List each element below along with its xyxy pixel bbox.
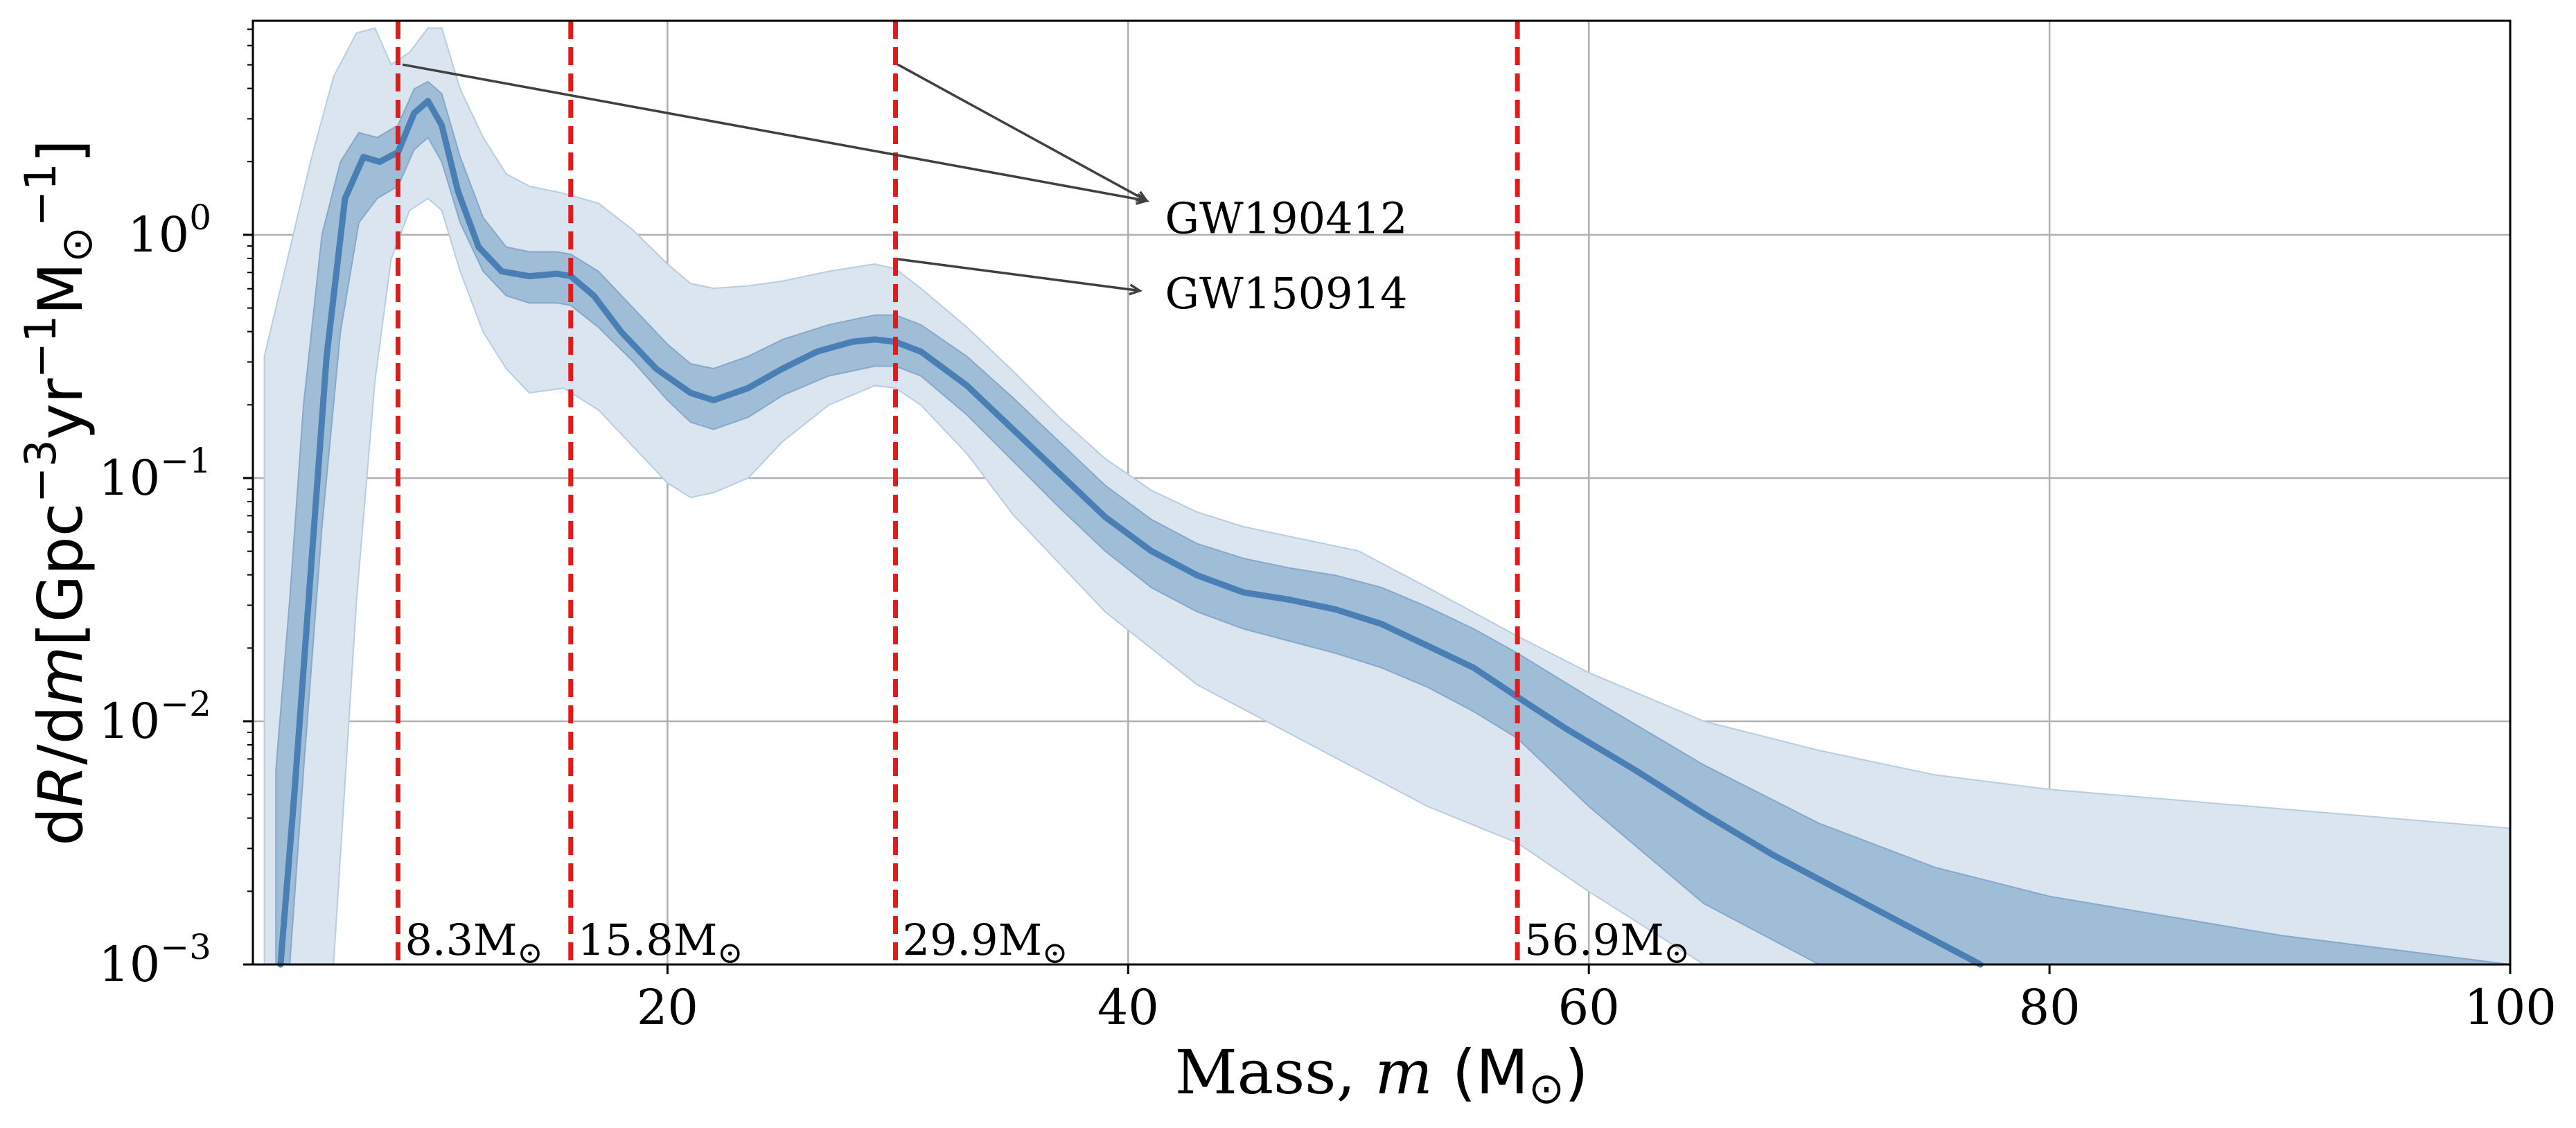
vline-label-value: 15.8M	[578, 915, 718, 965]
y-tick-label: 10−2	[98, 684, 211, 750]
vline-label-value: 29.9M	[903, 915, 1043, 965]
x-axis-label-prefix: Mass,	[1175, 1037, 1375, 1108]
median-layer	[277, 98, 1984, 968]
y-label-exp1: −3	[15, 439, 66, 502]
y-label-yr: yr	[25, 378, 96, 439]
y-label-close: ]	[25, 139, 96, 163]
annotation-arrow	[897, 63, 1147, 202]
y-tick-exponent: −3	[160, 927, 211, 967]
y-label-sun: ⊙	[51, 227, 102, 263]
x-tick-label: 20	[637, 979, 698, 1036]
x-axis-label-close: )	[1564, 1037, 1588, 1108]
annotation-arrowhead	[1129, 283, 1143, 296]
y-label-exp2: −1	[15, 315, 66, 378]
median-line	[277, 98, 1984, 968]
x-axis-label-unit-sub: ⊙	[1528, 1063, 1564, 1113]
y-label-msun: M	[25, 263, 96, 315]
vline-label-value: 56.9M	[1524, 915, 1664, 965]
annotation-arrowhead	[1135, 191, 1149, 202]
x-tick-label: 40	[1097, 979, 1159, 1036]
plot-frame	[252, 19, 2512, 966]
y-label-mid: /d	[25, 705, 96, 765]
y-label-R: R	[25, 765, 96, 807]
x-tick-label: 80	[2019, 979, 2081, 1036]
y-tick-exponent: 0	[189, 197, 211, 238]
vline-label-value: 8.3M	[405, 915, 517, 965]
y-tick-base: 10	[98, 936, 160, 993]
y-label-d: d	[25, 807, 96, 846]
x-axis-label-unit: (M	[1433, 1037, 1528, 1108]
y-label-m: m	[25, 646, 96, 706]
y-tick-label: 100	[127, 197, 211, 263]
y-tick-base: 10	[98, 693, 160, 750]
y-tick-label: 10−1	[98, 441, 211, 506]
y-tick-base: 10	[127, 206, 189, 263]
x-tick-label: 100	[2464, 979, 2557, 1036]
y-label-exp3: −1	[15, 163, 66, 226]
annotation-arrow	[402, 63, 1147, 202]
annotation-label: GW190412	[1165, 193, 1407, 243]
y-axis-label: dR/dm[Gpc−3yr−1M⊙−1]	[15, 139, 102, 846]
y-tick-exponent: −1	[160, 441, 211, 481]
annotation-label: GW150914	[1165, 268, 1407, 319]
x-tick-label: 60	[1558, 979, 1620, 1036]
y-tick-exponent: −2	[160, 684, 211, 724]
annotation-layer: GW190412 GW150914	[402, 63, 1407, 319]
annotation-arrow	[897, 258, 1140, 292]
y-tick-base: 10	[98, 450, 160, 506]
x-axis-label-var: m	[1375, 1037, 1432, 1108]
x-axis-label: Mass, m (M⊙)	[1175, 1037, 1589, 1113]
y-tick-label: 10−3	[98, 927, 211, 993]
y-label-gpc: [Gpc	[25, 503, 96, 646]
